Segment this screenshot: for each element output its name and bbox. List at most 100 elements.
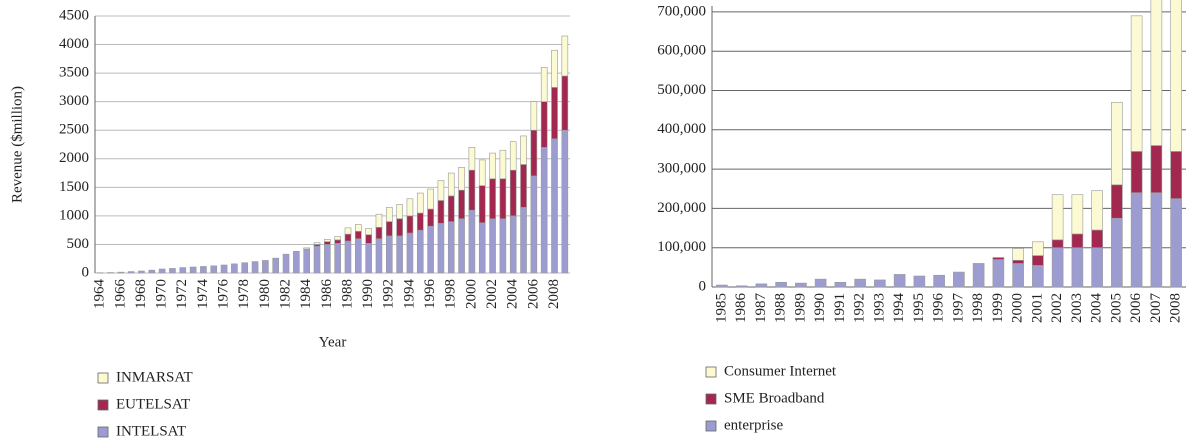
bar-segment xyxy=(561,35,569,77)
legend-label: SME Broadband xyxy=(724,390,825,406)
bar-segment xyxy=(834,281,847,288)
y-tick-label: 2000 xyxy=(59,150,89,166)
bar-segment xyxy=(1071,194,1084,235)
legend-swatch xyxy=(97,426,109,438)
bar-segment xyxy=(458,218,465,274)
y-tick-label: 300,000 xyxy=(657,161,706,177)
bar-segment xyxy=(1091,247,1103,288)
bar-segment xyxy=(344,227,352,235)
bar-segment xyxy=(716,284,728,288)
bar-segment xyxy=(530,175,538,274)
x-tick-label: 1985 xyxy=(713,293,729,323)
legend-swatch xyxy=(705,420,717,432)
bar-segment xyxy=(1150,145,1163,193)
x-tick-label: 2001 xyxy=(1029,293,1045,323)
bar-segment xyxy=(303,248,310,274)
bar-segment xyxy=(551,138,558,274)
x-tick-label: 2002 xyxy=(484,279,500,309)
x-tick-label: 2000 xyxy=(1010,293,1026,323)
bar-segment xyxy=(1150,192,1163,288)
bar-segment xyxy=(1051,247,1064,288)
x-tick-label: 2008 xyxy=(546,279,562,309)
bar-segment xyxy=(1170,151,1182,199)
bar-segment xyxy=(520,164,527,208)
bar-segment xyxy=(262,260,269,274)
bar-segment xyxy=(375,238,383,274)
x-tick-label: 1976 xyxy=(216,279,232,310)
bar-segment xyxy=(220,264,228,274)
x-tick-label: 1980 xyxy=(257,279,273,309)
bar-segment xyxy=(375,213,383,228)
bar-segment xyxy=(893,274,906,288)
legend-label: INMARSAT xyxy=(116,369,193,385)
bar-segment xyxy=(1170,198,1182,288)
bar-segment xyxy=(344,240,352,274)
x-tick-label: 1998 xyxy=(443,279,459,309)
bar-segment xyxy=(509,169,517,217)
y-tick-label: 500 xyxy=(67,236,90,252)
bar-segment xyxy=(1051,194,1064,241)
bar-segment xyxy=(427,208,434,227)
x-tick-label: 1991 xyxy=(832,293,848,323)
bar-segment xyxy=(1170,0,1182,152)
y-tick-label: 500,000 xyxy=(657,82,706,98)
x-tick-label: 1984 xyxy=(298,279,314,310)
bar-segment xyxy=(385,221,393,237)
y-tick-label: 4000 xyxy=(59,36,89,52)
bar-segment xyxy=(1032,255,1044,266)
bar-segment xyxy=(313,245,321,274)
bar-segment xyxy=(324,241,331,245)
legend-label: enterprise xyxy=(724,417,783,433)
bar-segment xyxy=(458,189,465,220)
bar-segment xyxy=(1012,263,1024,288)
y-tick-label: 100,000 xyxy=(657,239,706,255)
bar-segment xyxy=(775,281,787,288)
bar-segment xyxy=(1111,101,1123,186)
x-tick-label: 1988 xyxy=(339,279,355,309)
bar-segment xyxy=(1071,233,1084,248)
bar-segment xyxy=(375,227,383,240)
bar-segment xyxy=(447,172,455,197)
y-tick-label: 700,000 xyxy=(657,3,706,19)
y-tick-label: 0 xyxy=(699,278,707,294)
x-tick-label: 1964 xyxy=(92,279,108,310)
bar-segment xyxy=(972,263,985,288)
x-tick-label: 1988 xyxy=(773,293,789,323)
bar-segment xyxy=(385,207,393,222)
bar-segment xyxy=(561,129,569,274)
bar-segment xyxy=(1130,15,1143,152)
bar-segment xyxy=(468,147,476,171)
x-tick-label: 1990 xyxy=(812,293,828,323)
x-tick-label: 2002 xyxy=(1049,293,1065,323)
bar-segment xyxy=(210,265,218,274)
bar-segment xyxy=(437,200,445,224)
bar-segment xyxy=(551,49,558,88)
bar-segment xyxy=(334,236,341,241)
bar-segment xyxy=(138,270,145,274)
bar-segment xyxy=(437,180,445,201)
bar-segment xyxy=(148,269,156,274)
bar-segment xyxy=(458,167,465,191)
bar-segment xyxy=(874,279,886,288)
bar-segment xyxy=(1012,248,1024,261)
x-tick-label: 1994 xyxy=(891,293,907,324)
x-tick-label: 1974 xyxy=(195,279,211,310)
x-tick-label: 2000 xyxy=(463,279,479,309)
bar-segment xyxy=(913,275,926,288)
y-tick-label: 3500 xyxy=(59,65,89,81)
x-axis-label: Year xyxy=(319,334,347,350)
bar-segment xyxy=(854,278,866,288)
bar-segment xyxy=(365,234,372,244)
bar-segment xyxy=(735,285,748,288)
bar-segment xyxy=(540,147,548,274)
x-tick-label: 1986 xyxy=(733,293,749,324)
bar-segment xyxy=(355,231,362,240)
x-tick-label: 1996 xyxy=(422,279,438,310)
bar-segment xyxy=(334,239,341,244)
bar-segment xyxy=(953,271,965,288)
x-tick-label: 1990 xyxy=(360,279,376,309)
y-tick-label: 600,000 xyxy=(657,43,706,59)
x-tick-label: 2008 xyxy=(1168,293,1184,323)
bar-segment xyxy=(324,244,331,274)
bar-segment xyxy=(478,185,486,224)
